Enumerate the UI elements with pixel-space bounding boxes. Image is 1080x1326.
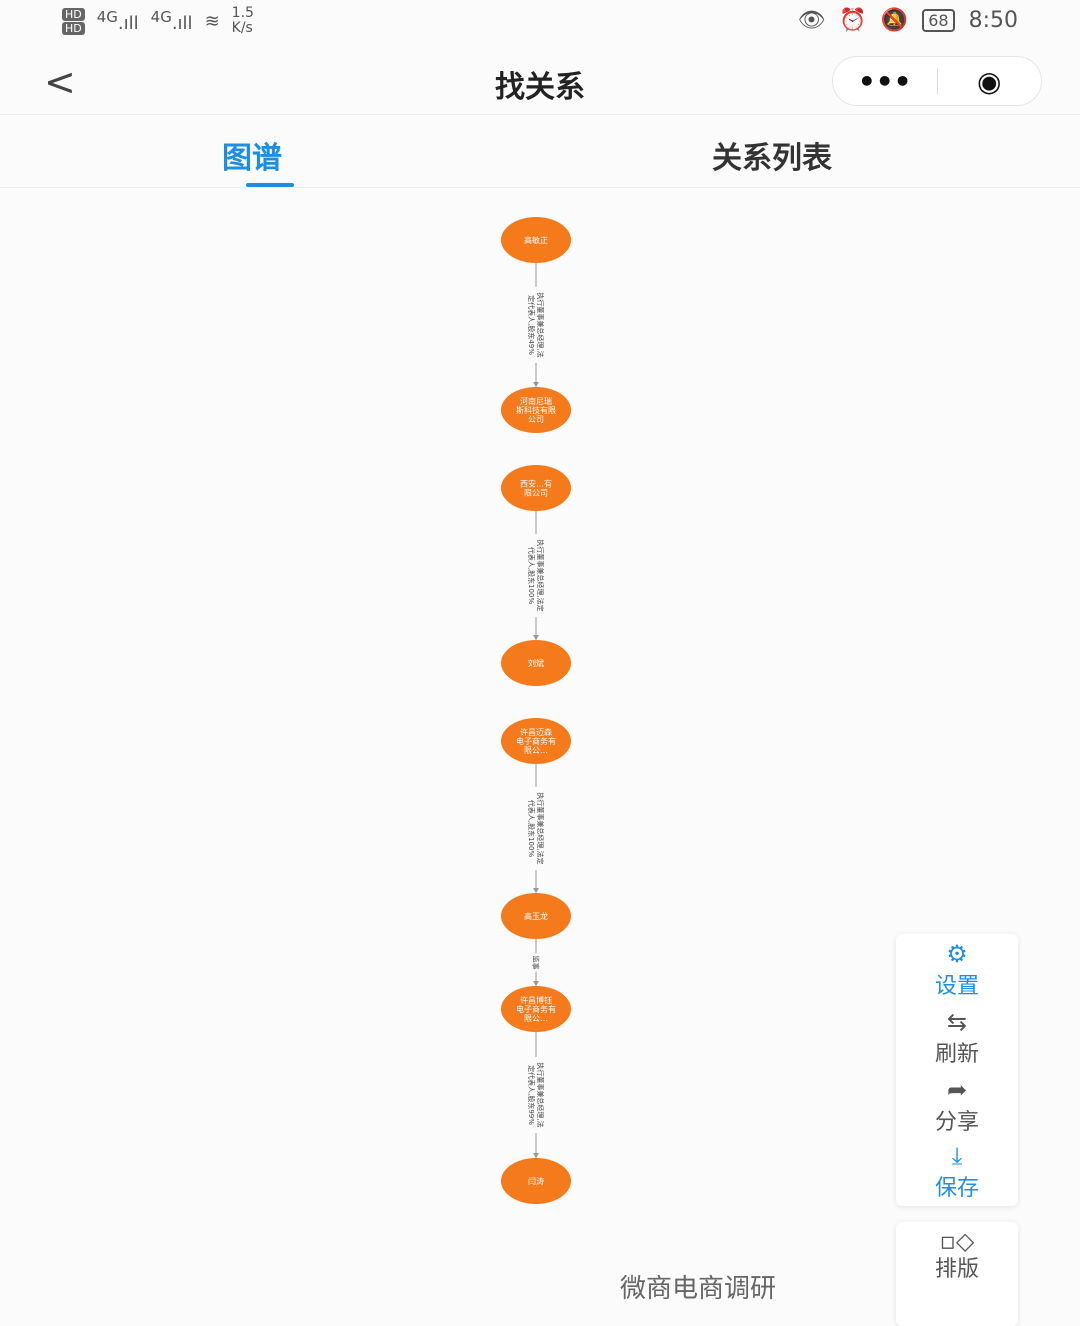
gear-icon: ⚙ xyxy=(946,940,968,968)
back-button[interactable]: < xyxy=(44,60,76,104)
grid-icon: ▫◇ xyxy=(939,1227,975,1255)
capsule-menu: ••• ◉ xyxy=(832,56,1042,106)
node-label: 许昌博钰 xyxy=(520,995,552,1005)
tab-graph[interactable]: 图谱 xyxy=(222,141,282,176)
tab-bar: 图谱 关系列表 xyxy=(0,114,1080,188)
nav-bar: < 找关系 ••• ◉ xyxy=(0,50,1080,112)
node-label: 电子商务有 xyxy=(516,736,556,746)
close-target-button[interactable]: ◉ xyxy=(977,64,1002,98)
graph-edge: 监事 xyxy=(531,939,541,986)
node-label: 限公司 xyxy=(524,489,548,498)
share-icon: ➦ xyxy=(946,1076,968,1104)
hd-badge: HD xyxy=(62,7,85,21)
download-icon: ⤓ xyxy=(951,1142,963,1170)
edge-label: 监事 xyxy=(532,956,541,970)
edge-label: 执行董事兼总经理,法定代表人,股东49% xyxy=(527,292,545,357)
time: 8:50 xyxy=(968,8,1018,33)
node-label: 高玉龙 xyxy=(524,911,548,921)
layout-button[interactable]: ▫◇ 排版 xyxy=(896,1222,1018,1326)
graph-node[interactable]: 闫涛 xyxy=(501,1158,571,1204)
share-button[interactable]: ➦ 分享 xyxy=(896,1076,1018,1136)
graph-node[interactable]: 高玉龙 xyxy=(501,893,571,939)
node-label: 公司 xyxy=(528,415,544,424)
node-label: 电子商务有 xyxy=(516,1004,556,1014)
node-label: 闫涛 xyxy=(528,1176,544,1186)
node-label: 限公… xyxy=(524,746,548,755)
graph-node[interactable]: 许昌博钰电子商务有限公… xyxy=(501,986,571,1032)
graph-node[interactable]: 许昌迈森电子商务有限公… xyxy=(501,718,571,764)
page-title: 找关系 xyxy=(495,70,585,105)
node-label: 限公… xyxy=(524,1014,548,1023)
settings-button[interactable]: ⚙ 设置 xyxy=(896,940,1018,1000)
relation-graph[interactable]: 执行董事兼总经理,法定代表人,股东49% 执行董事兼总经理,法定代表人,股东100… xyxy=(0,190,1080,1220)
graph-edge: 执行董事兼总经理,法定代表人,股东49% xyxy=(526,263,546,387)
tab-relation-list[interactable]: 关系列表 xyxy=(712,141,832,176)
wifi-icon: ≋ xyxy=(204,10,220,32)
hd-badge: HD xyxy=(62,21,85,35)
node-label: 河南尼瑞 xyxy=(520,396,552,406)
divider xyxy=(936,68,938,94)
watermark: 微商电商调研 xyxy=(620,1274,777,1304)
more-button[interactable]: ••• xyxy=(857,64,912,98)
eye-icon: 👁 xyxy=(797,8,826,33)
side-toolbar: ⚙ 设置 ⇆ 刷新 ➦ 分享 ⤓ 保存 xyxy=(896,934,1018,1206)
node-label: 刘斌 xyxy=(528,658,544,668)
refresh-button[interactable]: ⇆ 刷新 xyxy=(896,1008,1018,1068)
alarm-icon: ⏰ xyxy=(839,8,867,33)
active-tab-indicator xyxy=(246,183,294,187)
save-button[interactable]: ⤓ 保存 xyxy=(896,1142,1018,1202)
node-label: 许昌迈森 xyxy=(520,727,552,737)
net-speed: 1.5 K/s xyxy=(231,5,254,36)
node-label: 斯科技有限 xyxy=(516,405,556,415)
graph-edge: 执行董事兼总经理,法定代表人,股东100% xyxy=(526,511,546,640)
graph-node[interactable]: 刘斌 xyxy=(501,640,571,686)
edge-label: 执行董事兼总经理,法定代表人,股东100% xyxy=(527,792,545,864)
mute-icon: 🔕 xyxy=(880,8,909,33)
battery-icon: 68 xyxy=(922,9,955,32)
signal-icon: 4G.ıll xyxy=(150,8,193,34)
status-bar: HD HD 4G.ıll 4G.ıll ≋ 1.5 K/s 👁 ⏰ 🔕 68 8:… xyxy=(0,0,1080,50)
edge-label: 执行董事兼总经理,法定代表人,股东99% xyxy=(527,1062,545,1127)
node-label: 高敏正 xyxy=(524,235,548,245)
signal-icon: 4G.ıll xyxy=(96,8,139,34)
refresh-icon: ⇆ xyxy=(946,1008,968,1036)
node-label: 西安…有 xyxy=(520,479,552,489)
graph-edge: 执行董事兼总经理,法定代表人,股东99% xyxy=(526,1032,546,1158)
edge-label: 执行董事兼总经理,法定代表人,股东100% xyxy=(527,539,545,611)
graph-node[interactable]: 高敏正 xyxy=(501,217,571,263)
graph-edge: 执行董事兼总经理,法定代表人,股东100% xyxy=(526,764,546,893)
